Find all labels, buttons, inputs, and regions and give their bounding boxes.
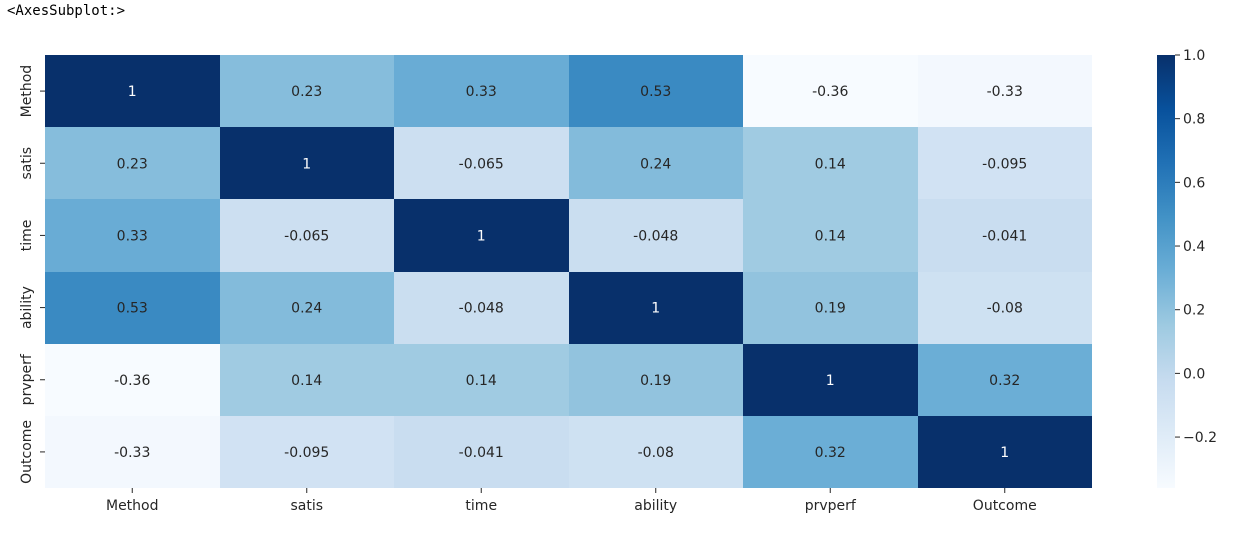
x-tick-label: satis — [290, 498, 323, 514]
heatmap-cell — [569, 416, 743, 488]
colorbar-tick-label: 0.0 — [1183, 366, 1205, 382]
cell-annotation: 0.14 — [466, 373, 497, 389]
x-tick-label: prvperf — [805, 498, 857, 514]
heatmap-cell — [220, 344, 394, 416]
cell-annotation: 0.19 — [815, 301, 846, 317]
heatmap-cell — [569, 272, 743, 344]
cell-annotation: 0.14 — [815, 156, 846, 172]
cell-annotation: -0.08 — [638, 445, 674, 461]
heatmap-cell — [918, 55, 1092, 127]
heatmap-cell — [918, 127, 1092, 199]
cell-annotation: 0.14 — [815, 228, 846, 244]
cell-annotation: 0.24 — [291, 301, 322, 317]
heatmap-cell — [743, 127, 918, 199]
cell-annotation: 1 — [651, 301, 660, 317]
cell-annotation: 0.24 — [640, 156, 671, 172]
cell-annotation: -0.36 — [812, 84, 848, 100]
heatmap-cell — [394, 55, 569, 127]
cell-annotation: 0.53 — [640, 84, 671, 100]
cell-annotation: -0.33 — [114, 445, 150, 461]
heatmap-cell — [743, 416, 918, 488]
colorbar-tick-label: 0.8 — [1183, 112, 1205, 128]
cell-annotation: 0.33 — [466, 84, 497, 100]
cell-annotation: 0.32 — [989, 373, 1020, 389]
y-tick-label: time — [19, 220, 35, 252]
cell-annotation: 0.23 — [291, 84, 322, 100]
colorbar-tick-label: 0.6 — [1183, 175, 1205, 191]
cell-annotation: 0.23 — [117, 156, 148, 172]
heatmap-cell — [394, 199, 569, 272]
colorbar-tick-label: −0.2 — [1183, 430, 1217, 446]
x-tick-label: Method — [106, 498, 159, 514]
cell-annotation: -0.08 — [987, 301, 1023, 317]
heatmap-cell — [569, 199, 743, 272]
cell-annotation: 1 — [477, 228, 486, 244]
cell-annotation: -0.048 — [633, 228, 678, 244]
heatmap-cell — [220, 416, 394, 488]
colorbar-tick-label: 1.0 — [1183, 48, 1205, 64]
heatmap-cell — [743, 55, 918, 127]
x-tick-label: Outcome — [973, 498, 1037, 514]
colorbar-tick-label: 0.4 — [1183, 239, 1205, 255]
heatmap-cell — [918, 416, 1092, 488]
cell-annotation: 1 — [302, 156, 311, 172]
heatmap-cell — [569, 55, 743, 127]
x-tick-label: time — [465, 498, 497, 514]
cell-annotation: 0.14 — [291, 373, 322, 389]
y-tick-label: ability — [19, 286, 35, 329]
heatmap-cell — [220, 272, 394, 344]
cell-annotation: 0.19 — [640, 373, 671, 389]
cell-annotation: -0.041 — [982, 228, 1027, 244]
heatmap-cells — [45, 55, 1092, 488]
heatmap-cell — [394, 344, 569, 416]
cell-annotation: -0.041 — [459, 445, 504, 461]
heatmap-cell — [743, 272, 918, 344]
cell-annotation: 1 — [826, 373, 835, 389]
heatmap-cell — [918, 199, 1092, 272]
cell-annotation: 1 — [1000, 445, 1009, 461]
heatmap-cell — [220, 199, 394, 272]
colorbar-gradient — [1157, 55, 1175, 488]
y-tick-label: Outcome — [19, 420, 35, 484]
heatmap-cell — [45, 55, 220, 127]
cell-annotation: 0.53 — [117, 301, 148, 317]
heatmap-annotations: 1 0.23 0.33 0.53 -0.36 -0.33 0.23 1 -0.065 0.24 0.… — [114, 84, 1027, 461]
cell-annotation: -0.36 — [114, 373, 150, 389]
heatmap-cell — [45, 344, 220, 416]
heatmap-cell — [394, 127, 569, 199]
heatmap-cell — [220, 55, 394, 127]
x-tick-label: ability — [634, 498, 677, 514]
heatmap-cell — [45, 127, 220, 199]
y-tick-label: Method — [19, 65, 35, 118]
cell-annotation: 1 — [128, 84, 137, 100]
y-tick-label: satis — [19, 147, 35, 180]
cell-annotation: -0.095 — [284, 445, 329, 461]
cell-annotation: -0.048 — [459, 301, 504, 317]
heatmap-cell — [394, 416, 569, 488]
heatmap-cell — [743, 199, 918, 272]
colorbar-tick-label: 0.2 — [1183, 303, 1205, 319]
cell-annotation: -0.33 — [987, 84, 1023, 100]
cell-annotation: -0.065 — [284, 228, 329, 244]
heatmap-cell — [45, 416, 220, 488]
cell-annotation: 0.32 — [815, 445, 846, 461]
cell-output-header: <AxesSubplot:> — [7, 3, 126, 19]
cell-annotation: -0.065 — [459, 156, 504, 172]
heatmap-cell — [569, 344, 743, 416]
heatmap-cell — [45, 272, 220, 344]
colorbar: 1.0 0.8 0.6 0.4 0.2 0.0 −0.2 — [1157, 48, 1217, 488]
y-tick-label: prvperf — [19, 353, 35, 405]
heatmap-cell — [569, 127, 743, 199]
cell-annotation: -0.095 — [982, 156, 1027, 172]
y-axis: Method satis time ability prvperf Outcome — [19, 65, 45, 484]
heatmap-cell — [394, 272, 569, 344]
heatmap-cell — [45, 199, 220, 272]
heatmap-cell — [220, 127, 394, 199]
cell-annotation: 0.33 — [117, 228, 148, 244]
heatmap-cell — [918, 344, 1092, 416]
heatmap-cell — [918, 272, 1092, 344]
heatmap-cell — [743, 344, 918, 416]
x-axis: Method satis time ability prvperf Outcome — [106, 488, 1037, 514]
